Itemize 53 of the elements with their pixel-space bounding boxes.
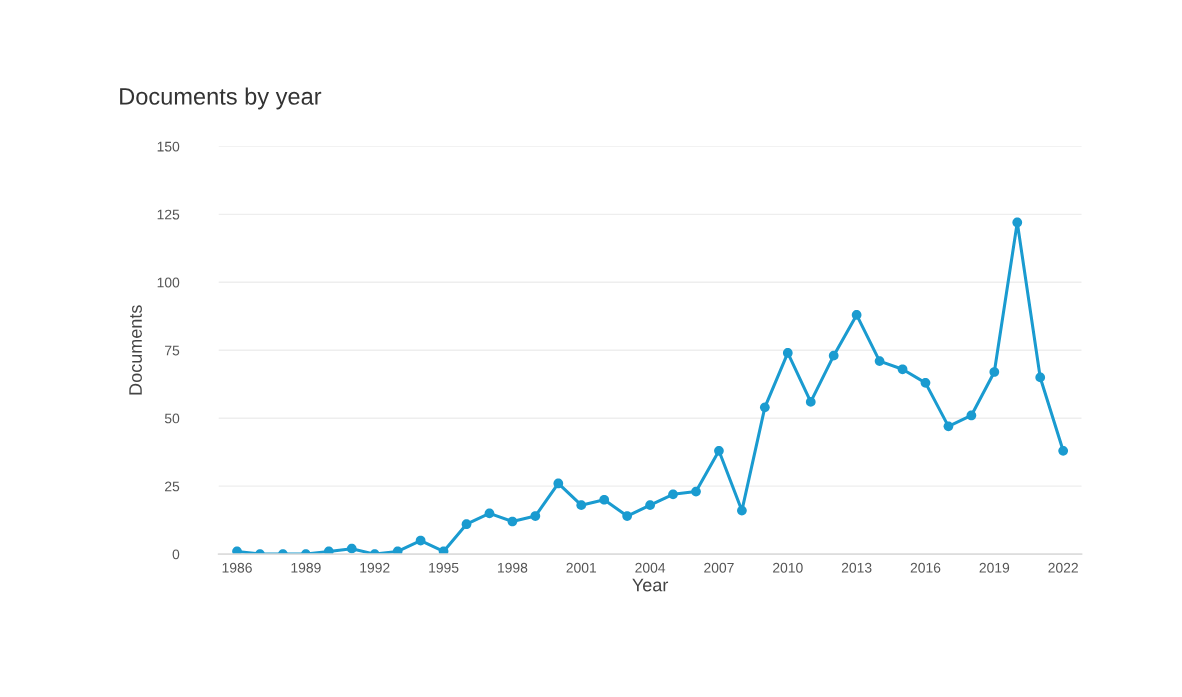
point — [622, 511, 633, 521]
x-tick-label: 1989 — [291, 562, 321, 573]
point — [805, 397, 816, 407]
point — [851, 310, 862, 320]
x-tick-label: 1986 — [222, 562, 252, 573]
chart-title: Documents by year — [120, 87, 322, 110]
x-tick-label: 1995 — [429, 562, 459, 573]
x-tick-label: 2016 — [910, 562, 941, 573]
point — [415, 535, 426, 546]
y-tick-label: 150 — [157, 141, 180, 152]
point — [920, 378, 931, 388]
x-tick-label: 2001 — [566, 562, 597, 573]
point — [897, 364, 908, 375]
point — [874, 356, 885, 366]
x-tick-label: 1998 — [498, 562, 528, 573]
x-tick-label: 2007 — [704, 562, 734, 573]
point — [989, 367, 1000, 377]
point — [346, 543, 357, 554]
x-tick-label: 2013 — [841, 562, 872, 573]
point — [576, 500, 587, 511]
point — [966, 410, 977, 421]
y-tick-label: 75 — [165, 345, 180, 356]
point — [943, 421, 954, 432]
point — [599, 494, 610, 505]
point — [1012, 217, 1023, 228]
x-tick-label: 2022 — [1048, 562, 1078, 573]
point — [691, 486, 701, 497]
point — [828, 350, 839, 361]
x-tick-label: 1992 — [360, 562, 390, 573]
point — [530, 511, 541, 521]
point — [484, 508, 495, 519]
y-tick-label: 100 — [157, 277, 180, 288]
point — [645, 500, 655, 511]
point — [461, 519, 472, 530]
y-tick-label: 0 — [172, 549, 180, 560]
point — [553, 478, 564, 489]
point — [759, 402, 770, 413]
x-tick-label: 2010 — [773, 562, 803, 573]
y-axis-title: Documents — [129, 305, 142, 395]
x-axis-title: Year — [632, 578, 669, 592]
x-tick-label: 2019 — [979, 562, 1010, 573]
y-tick-label: 25 — [165, 481, 180, 492]
point — [1058, 445, 1069, 456]
point — [737, 505, 747, 516]
point — [782, 348, 793, 358]
x-tick-label: 2004 — [635, 562, 666, 573]
point — [1035, 372, 1046, 383]
point — [668, 489, 678, 500]
point — [714, 445, 724, 456]
point — [507, 516, 518, 527]
y-tick-label: 50 — [164, 413, 180, 424]
y-tick-label: 125 — [157, 209, 180, 220]
point — [232, 546, 242, 555]
